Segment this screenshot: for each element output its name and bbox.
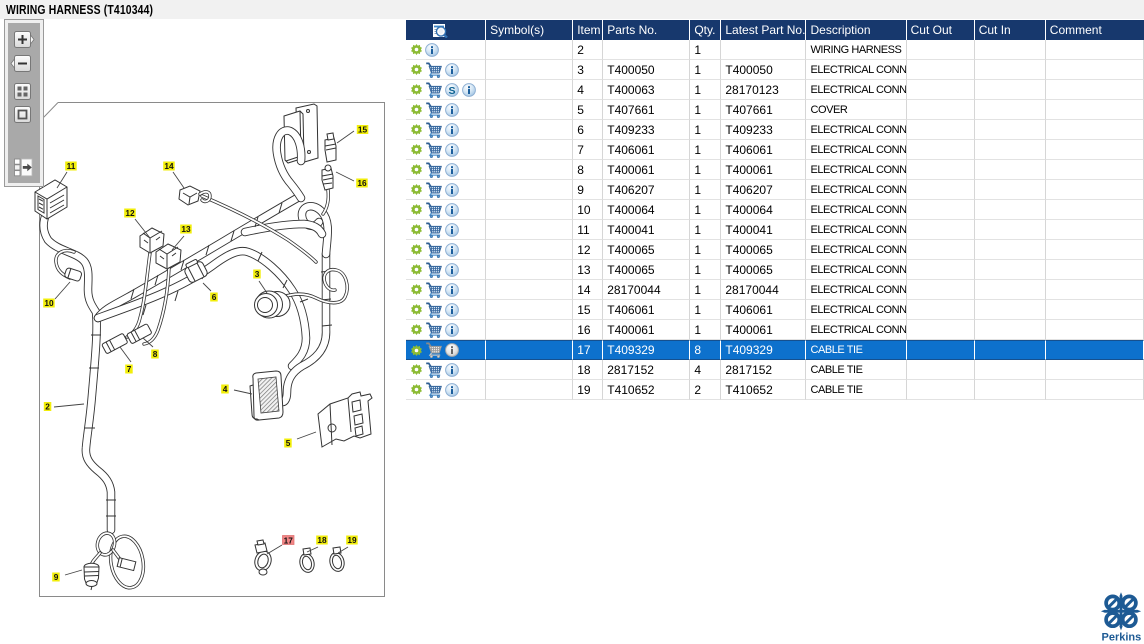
svg-text:14: 14 [164,161,174,171]
svg-text:18: 18 [317,535,327,545]
svg-text:17: 17 [284,536,294,546]
svg-text:11: 11 [67,161,76,171]
svg-text:2: 2 [45,402,50,412]
svg-text:15: 15 [358,125,368,135]
svg-text:3: 3 [255,269,260,279]
svg-text:7: 7 [127,364,132,374]
svg-text:16: 16 [357,178,367,188]
svg-text:5: 5 [286,438,291,448]
svg-text:8: 8 [153,349,158,359]
svg-text:6: 6 [212,292,217,302]
svg-text:12: 12 [125,208,135,218]
svg-text:Perkins: Perkins [1102,632,1142,644]
svg-text:13: 13 [181,224,191,234]
svg-text:4: 4 [223,384,228,394]
svg-text:10: 10 [44,298,54,308]
svg-text:19: 19 [347,535,357,545]
svg-text:9: 9 [54,572,59,582]
